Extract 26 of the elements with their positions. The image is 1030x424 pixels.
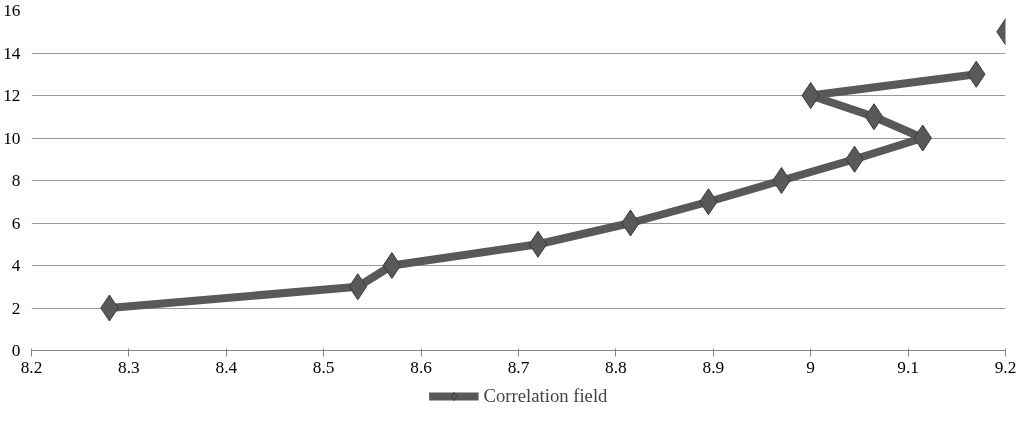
- x-tick-label: 8.9: [702, 357, 725, 377]
- y-tick-label: 12: [3, 86, 21, 105]
- y-tick-label: 4: [11, 256, 21, 275]
- x-tick-label: 8.7: [507, 357, 530, 377]
- x-tick-label: 8.3: [118, 357, 140, 377]
- y-tick-label: 10: [3, 128, 21, 148]
- y-tick-label: 8: [11, 171, 21, 190]
- x-tick-label: 8.5: [312, 357, 335, 377]
- y-tick-label: 6: [11, 213, 21, 233]
- point: [382, 252, 402, 279]
- point: [801, 82, 820, 109]
- x-tick-label: 8.4: [215, 357, 238, 377]
- point: [864, 103, 884, 131]
- x-tick-label: 9.2: [994, 357, 1017, 377]
- legend-label: Correlation field: [483, 385, 608, 407]
- x-tick-label: 9.1: [897, 357, 919, 377]
- x-tick-label: 8.2: [20, 357, 43, 377]
- point: [528, 230, 548, 258]
- y-tick-label: 16: [3, 1, 21, 20]
- y-tick-label: 2: [11, 298, 21, 318]
- x-tick-label: 8.8: [605, 357, 627, 377]
- y-tick-label: 14: [3, 43, 21, 63]
- x-tick-label: 8.6: [410, 357, 433, 377]
- point: [772, 167, 791, 194]
- y-tick-label: 0: [11, 341, 21, 360]
- x-tick-label: 9: [806, 357, 816, 377]
